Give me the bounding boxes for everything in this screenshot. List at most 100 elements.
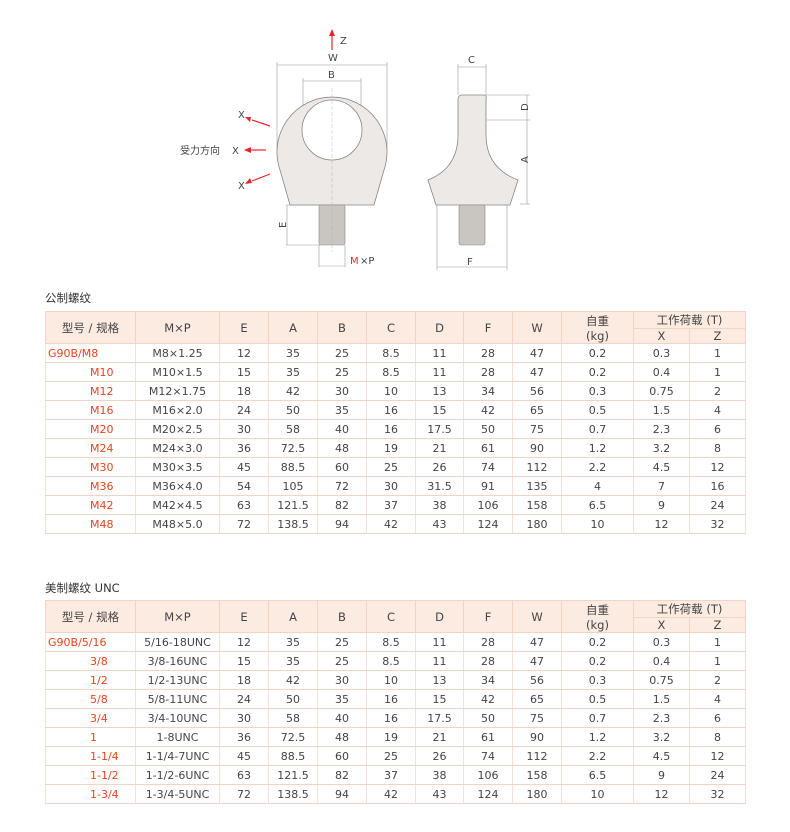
cell-load-z: 1	[689, 651, 746, 671]
cell-d: 11	[415, 632, 464, 652]
cell-weight: 2.2	[561, 746, 634, 766]
cell-d: 38	[415, 765, 464, 785]
cell-c: 8.5	[366, 362, 416, 382]
header-w: W	[512, 600, 562, 633]
label-w: W	[328, 53, 338, 64]
header-b: B	[317, 311, 367, 344]
cell-model: M20	[45, 419, 136, 439]
cell-model: M12	[45, 381, 136, 401]
cell-model: 1/2	[45, 670, 136, 690]
table-row: M16 M16×2.0 24 50 35 16 15 42 65 0.5 1.5 4	[45, 400, 746, 420]
cell-load-z: 4	[689, 400, 746, 420]
cell-b: 35	[317, 689, 367, 709]
table-row: 5/8 5/8-11UNC 24 50 35 16 15 42 65 0.5 1.5 4	[45, 689, 746, 709]
cell-load-z: 8	[689, 438, 746, 458]
cell-d: 15	[415, 689, 464, 709]
cell-load-x: 0.75	[633, 670, 690, 690]
cell-b: 40	[317, 419, 367, 439]
header-weight-unit: (kg)	[586, 617, 609, 632]
cell-d: 17.5	[415, 419, 464, 439]
cell-a: 50	[268, 689, 318, 709]
cell-e: 18	[219, 670, 269, 690]
cell-load-z: 2	[689, 670, 746, 690]
cell-load-z: 8	[689, 727, 746, 747]
cell-model: M10	[45, 362, 136, 382]
cell-model: M42	[45, 495, 136, 515]
header-model: 型号 / 规格	[45, 311, 136, 344]
cell-e: 63	[219, 495, 269, 515]
cell-f: 91	[463, 476, 513, 496]
cell-load-z: 2	[689, 381, 746, 401]
cell-load-z: 16	[689, 476, 746, 496]
cell-model: 3/8	[45, 651, 136, 671]
cell-weight: 0.2	[561, 632, 634, 652]
header-mxp: M×P	[135, 600, 220, 633]
cell-model: 5/8	[45, 689, 136, 709]
header-f: F	[463, 311, 513, 344]
cell-d: 26	[415, 746, 464, 766]
cell-w: 65	[512, 689, 562, 709]
cell-b: 48	[317, 727, 367, 747]
cell-a: 58	[268, 708, 318, 728]
header-c: C	[366, 311, 416, 344]
cell-w: 112	[512, 746, 562, 766]
header-working-load: 工作荷载 (T)	[633, 600, 746, 618]
cell-f: 50	[463, 419, 513, 439]
cell-d: 11	[415, 651, 464, 671]
cell-f: 42	[463, 689, 513, 709]
cell-load-z: 24	[689, 765, 746, 785]
cell-a: 35	[268, 632, 318, 652]
table-row: M48 M48×5.0 72 138.5 94 42 43 124 180 10 12 32	[45, 514, 746, 534]
cell-c: 19	[366, 727, 416, 747]
cell-f: 34	[463, 381, 513, 401]
cell-load-x: 9	[633, 765, 690, 785]
cell-w: 158	[512, 765, 562, 785]
cell-load-z: 1	[689, 343, 746, 363]
unc-spec-table: 型号 / 规格 M×P E A B C D F W 自重 (kg) 工作荷载 (T) X Z G90B/5/…	[45, 600, 746, 804]
cell-mxp: M30×3.5	[135, 457, 220, 477]
header-f: F	[463, 600, 513, 633]
cell-a: 138.5	[268, 514, 318, 534]
cell-model: G90B/M8	[45, 343, 136, 363]
cell-f: 106	[463, 495, 513, 515]
cell-d: 21	[415, 727, 464, 747]
cell-f: 106	[463, 765, 513, 785]
cell-c: 10	[366, 381, 416, 401]
cell-w: 47	[512, 632, 562, 652]
cell-mxp: 1-1/4-7UNC	[135, 746, 220, 766]
cell-e: 24	[219, 400, 269, 420]
cell-weight: 0.2	[561, 343, 634, 363]
cell-d: 11	[415, 362, 464, 382]
table-row: 1-1/2 1-1/2-6UNC 63 121.5 82 37 38 106 158 6.5 9 24	[45, 765, 746, 785]
cell-weight: 0.2	[561, 362, 634, 382]
table-row: 3/4 3/4-10UNC 30 58 40 16 17.5 50 75 0.7 2.3 6	[45, 708, 746, 728]
cell-model: M36	[45, 476, 136, 496]
cell-d: 11	[415, 343, 464, 363]
cell-weight: 10	[561, 784, 634, 804]
header-d: D	[415, 600, 464, 633]
cell-w: 135	[512, 476, 562, 496]
cell-e: 12	[219, 632, 269, 652]
header-weight: 自重 (kg)	[561, 600, 634, 633]
table-row: M12 M12×1.75 18 42 30 10 13 34 56 0.3 0.75 2	[45, 381, 746, 401]
cell-load-x: 7	[633, 476, 690, 496]
cell-load-x: 3.2	[633, 727, 690, 747]
cell-w: 47	[512, 651, 562, 671]
cell-load-z: 32	[689, 784, 746, 804]
cell-f: 74	[463, 746, 513, 766]
cell-f: 61	[463, 438, 513, 458]
cell-d: 21	[415, 438, 464, 458]
table-row: 1 1-8UNC 36 72.5 48 19 21 61 90 1.2 3.2 8	[45, 727, 746, 747]
cell-b: 30	[317, 381, 367, 401]
cell-weight: 0.3	[561, 670, 634, 690]
cell-model: 1-3/4	[45, 784, 136, 804]
label-x-lower: X	[238, 181, 245, 192]
cell-d: 17.5	[415, 708, 464, 728]
cell-model: M48	[45, 514, 136, 534]
header-weight: 自重 (kg)	[561, 311, 634, 344]
cell-f: 74	[463, 457, 513, 477]
cell-mxp: M12×1.75	[135, 381, 220, 401]
cell-mxp: 5/16-18UNC	[135, 632, 220, 652]
cell-f: 50	[463, 708, 513, 728]
cell-mxp: 3/8-16UNC	[135, 651, 220, 671]
